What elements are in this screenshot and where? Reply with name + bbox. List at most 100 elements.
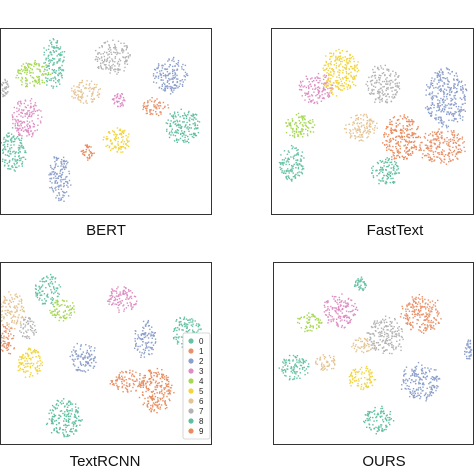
point [27, 349, 29, 351]
point [430, 159, 432, 161]
point [133, 384, 135, 386]
point [368, 120, 370, 122]
point [449, 94, 451, 96]
point [284, 370, 287, 372]
point [304, 115, 306, 117]
point [63, 183, 65, 185]
point [126, 45, 128, 47]
point [164, 401, 166, 403]
point [53, 292, 55, 295]
point [36, 370, 38, 373]
point [315, 79, 318, 81]
point [430, 141, 432, 144]
point [18, 165, 20, 167]
point [145, 107, 147, 109]
point [330, 71, 332, 73]
point [24, 129, 26, 131]
point [20, 120, 22, 122]
point [354, 284, 356, 286]
point [346, 88, 349, 90]
point [124, 56, 127, 58]
point [60, 188, 63, 190]
point [74, 406, 77, 408]
point [323, 69, 325, 71]
point [62, 165, 64, 167]
point [321, 93, 323, 96]
point [387, 83, 389, 85]
point [404, 144, 407, 146]
point [319, 80, 321, 82]
point [129, 384, 131, 387]
point [27, 104, 29, 107]
point [2, 316, 4, 318]
point [406, 134, 408, 136]
point [438, 145, 440, 148]
point [348, 60, 351, 62]
point [29, 112, 31, 114]
point [63, 160, 65, 163]
point [53, 80, 55, 82]
point [183, 121, 185, 123]
point [125, 287, 127, 289]
point [464, 150, 466, 153]
point [24, 356, 26, 358]
point [303, 117, 305, 119]
point [10, 153, 12, 155]
point [122, 136, 124, 138]
point [299, 372, 301, 374]
point [284, 157, 287, 159]
point [29, 365, 32, 368]
point [174, 120, 176, 123]
point [143, 327, 145, 329]
point [38, 370, 40, 372]
point [282, 366, 284, 368]
point [349, 58, 351, 60]
point [126, 139, 128, 142]
point [61, 168, 63, 171]
point [98, 67, 100, 69]
point [6, 324, 8, 326]
point [21, 78, 23, 80]
point [7, 344, 10, 346]
point [118, 375, 120, 377]
point [161, 85, 163, 87]
point [291, 180, 293, 182]
point [188, 130, 190, 132]
point [18, 364, 20, 367]
point [297, 168, 300, 170]
point [64, 429, 67, 431]
point [39, 364, 41, 367]
point [460, 110, 463, 112]
point [26, 120, 28, 122]
point [136, 380, 138, 382]
point [175, 130, 177, 132]
point [67, 195, 70, 197]
point [83, 356, 86, 358]
point [35, 295, 37, 297]
point [392, 137, 394, 140]
point [417, 136, 419, 139]
point [178, 124, 180, 126]
point [294, 177, 296, 179]
point [166, 68, 169, 70]
point [52, 85, 55, 88]
point [399, 115, 402, 117]
point [2, 152, 4, 154]
point [179, 120, 181, 122]
point [98, 93, 100, 96]
point [347, 61, 349, 64]
point [34, 81, 36, 83]
point [68, 424, 70, 426]
point [123, 70, 125, 72]
point [166, 71, 169, 73]
point [172, 58, 174, 60]
point [121, 380, 123, 383]
point [282, 361, 284, 363]
point [56, 47, 58, 49]
point [26, 112, 28, 114]
point [318, 97, 321, 99]
point [307, 130, 309, 132]
point [9, 151, 12, 153]
point [90, 346, 92, 348]
point [285, 161, 288, 163]
